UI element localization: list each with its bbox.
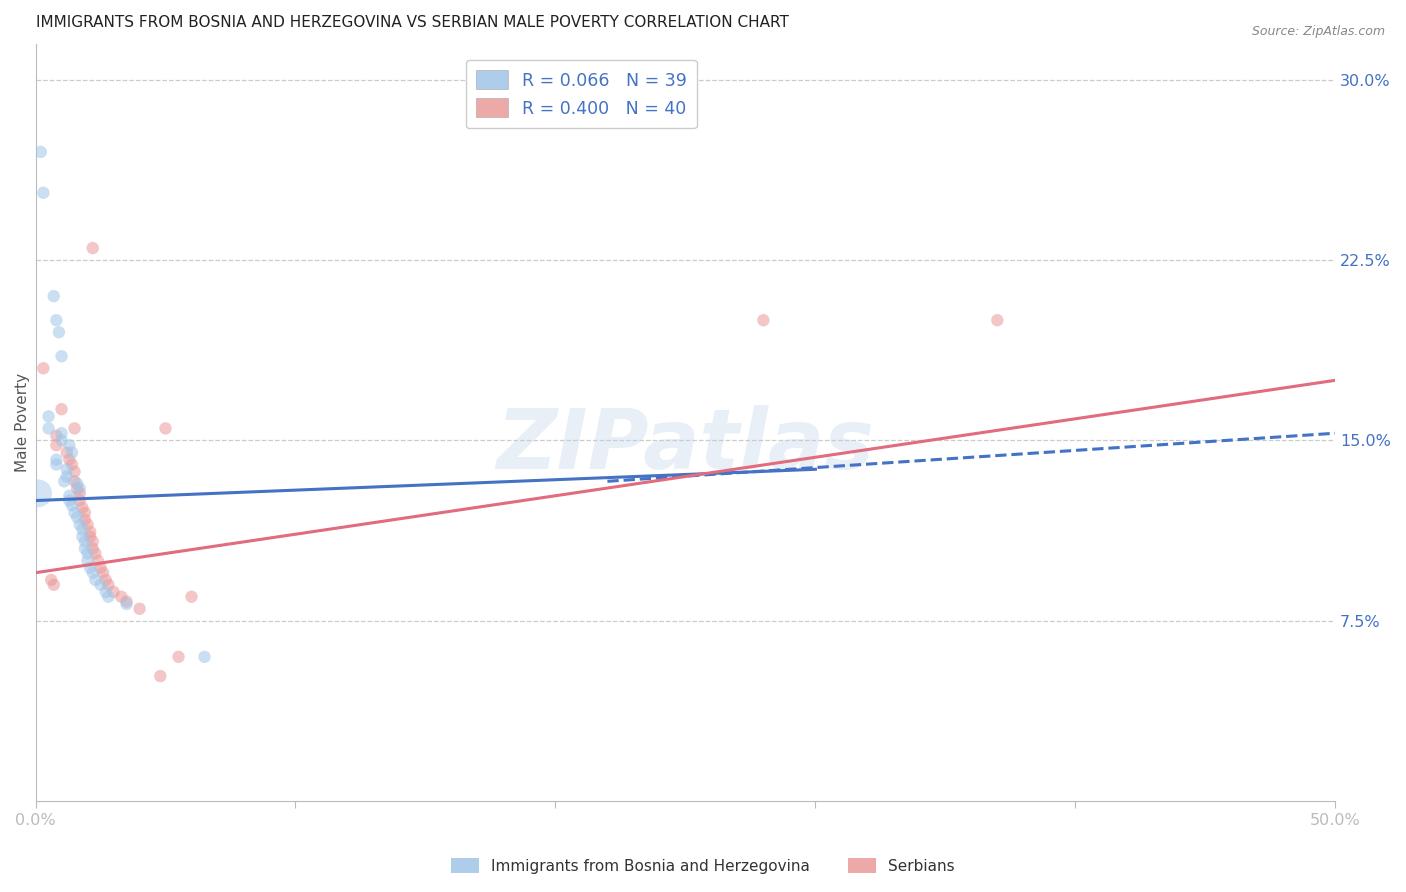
- Point: [91, 566, 114, 580]
- Point: [32, 186, 55, 200]
- Point: [39, 573, 62, 587]
- Point: [32, 361, 55, 376]
- Text: Source: ZipAtlas.com: Source: ZipAtlas.com: [1251, 25, 1385, 38]
- Point: [82, 566, 104, 580]
- Point: [60, 499, 83, 513]
- Point: [63, 465, 86, 479]
- Point: [82, 534, 104, 549]
- Point: [55, 445, 77, 459]
- Point: [82, 541, 104, 556]
- Point: [94, 573, 117, 587]
- Point: [51, 434, 73, 448]
- Point: [66, 482, 89, 496]
- Point: [193, 649, 215, 664]
- Point: [72, 530, 94, 544]
- Point: [79, 524, 101, 539]
- Point: [63, 475, 86, 489]
- Point: [45, 458, 67, 472]
- Point: [48, 325, 70, 339]
- Point: [69, 493, 91, 508]
- Point: [84, 546, 107, 560]
- Point: [149, 669, 172, 683]
- Point: [73, 534, 96, 549]
- Point: [58, 452, 80, 467]
- Point: [58, 489, 80, 503]
- Point: [97, 590, 120, 604]
- Point: [27, 486, 49, 500]
- Y-axis label: Male Poverty: Male Poverty: [15, 373, 30, 472]
- Point: [69, 486, 91, 500]
- Point: [66, 476, 89, 491]
- Point: [180, 590, 202, 604]
- Point: [115, 597, 138, 611]
- Point: [38, 421, 60, 435]
- Point: [79, 530, 101, 544]
- Point: [128, 601, 150, 615]
- Point: [69, 482, 91, 496]
- Point: [60, 445, 83, 459]
- Point: [51, 426, 73, 441]
- Point: [73, 541, 96, 556]
- Point: [51, 349, 73, 363]
- Point: [82, 241, 104, 255]
- Point: [986, 313, 1008, 327]
- Legend: Immigrants from Bosnia and Herzegovina, Serbians: Immigrants from Bosnia and Herzegovina, …: [446, 852, 960, 880]
- Point: [76, 546, 98, 560]
- Point: [58, 493, 80, 508]
- Point: [76, 517, 98, 532]
- Point: [167, 649, 190, 664]
- Text: IMMIGRANTS FROM BOSNIA AND HERZEGOVINA VS SERBIAN MALE POVERTY CORRELATION CHART: IMMIGRANTS FROM BOSNIA AND HERZEGOVINA V…: [35, 15, 789, 30]
- Point: [90, 578, 112, 592]
- Point: [42, 289, 65, 303]
- Point: [69, 517, 91, 532]
- Point: [110, 590, 132, 604]
- Point: [42, 578, 65, 592]
- Point: [90, 561, 112, 575]
- Legend: R = 0.066   N = 39, R = 0.400   N = 40: R = 0.066 N = 39, R = 0.400 N = 40: [465, 60, 697, 128]
- Point: [45, 428, 67, 442]
- Point: [752, 313, 775, 327]
- Point: [79, 561, 101, 575]
- Point: [73, 506, 96, 520]
- Text: ZIPatlas: ZIPatlas: [496, 405, 875, 485]
- Point: [63, 421, 86, 435]
- Point: [53, 475, 76, 489]
- Point: [60, 458, 83, 472]
- Point: [87, 554, 110, 568]
- Point: [66, 510, 89, 524]
- Point: [72, 500, 94, 515]
- Point: [155, 421, 177, 435]
- Point: [55, 469, 77, 483]
- Point: [72, 523, 94, 537]
- Point: [94, 585, 117, 599]
- Point: [73, 513, 96, 527]
- Point: [45, 452, 67, 467]
- Point: [115, 594, 138, 608]
- Point: [45, 438, 67, 452]
- Point: [51, 402, 73, 417]
- Point: [58, 438, 80, 452]
- Point: [76, 554, 98, 568]
- Point: [38, 409, 60, 424]
- Point: [55, 462, 77, 476]
- Point: [30, 145, 52, 159]
- Point: [103, 585, 125, 599]
- Point: [84, 573, 107, 587]
- Point: [97, 578, 120, 592]
- Point: [45, 313, 67, 327]
- Point: [63, 506, 86, 520]
